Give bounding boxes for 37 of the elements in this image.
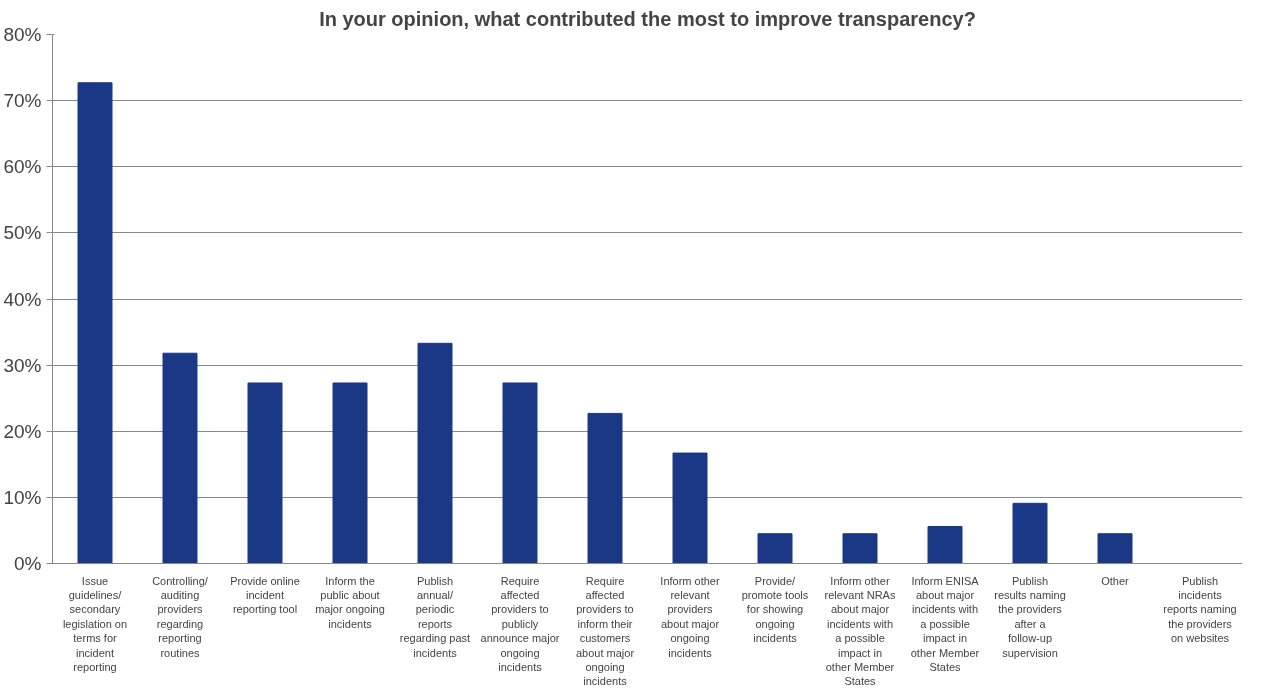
x-tick-label: Publish annual/ periodic reports regarding past incidents <box>399 574 471 659</box>
bar <box>927 525 963 564</box>
bar <box>757 533 793 564</box>
bar <box>1012 502 1048 564</box>
x-tick-label: Publish incidents reports naming the providers on websites <box>1163 574 1237 645</box>
y-tick-label: 70% <box>3 90 42 112</box>
bar <box>332 382 368 564</box>
y-tick-label: 20% <box>3 420 42 442</box>
y-tick-label: 50% <box>3 222 42 244</box>
chart-title: In your opinion, what contributed the most to improve transparency? <box>319 7 976 30</box>
bar <box>587 412 623 564</box>
x-tick-label: Inform other relevant providers about major ongoing incidents <box>660 574 720 659</box>
x-tick-label: Require affected providers to inform their customers about major ongoing incidents <box>575 574 635 688</box>
x-tick-label: Issue guidelines/ secondary legislation on terms for incident reporting <box>62 574 128 673</box>
bar <box>77 82 113 564</box>
bar <box>162 352 198 564</box>
x-tick-label: Controlling/ auditing providers regarding reporting routines <box>152 574 209 659</box>
x-tick-label: Inform ENISA about major incidents with a possible impact in other Member States <box>910 574 980 673</box>
bar <box>417 342 453 564</box>
x-tick-label: Provide online incident reporting tool <box>230 574 300 616</box>
y-tick-label: 0% <box>14 553 42 574</box>
bar <box>1097 533 1133 564</box>
x-tick-label: Other <box>1101 574 1130 587</box>
y-tick-label: 30% <box>3 354 42 376</box>
y-tick-label: 80% <box>3 24 42 45</box>
x-tick-label: Inform other relevant NRAs about major incidents with a possible impact in other Member States <box>824 574 896 688</box>
bar <box>842 533 878 564</box>
bar <box>247 382 283 564</box>
x-tick-label: Inform the public about major ongoing incidents <box>315 574 385 630</box>
y-tick-label: 10% <box>3 486 42 508</box>
x-tick-label: Publish results naming the providers after a follow-up supervision <box>994 574 1066 659</box>
x-tick-label: Require affected providers to publicly announce major ongoing incidents <box>480 574 560 673</box>
y-tick-label: 40% <box>3 288 42 310</box>
bar <box>502 382 538 564</box>
x-tick-label: Provide/ promote tools for showing ongoing incidents <box>741 574 809 645</box>
bar <box>672 452 708 564</box>
y-tick-label: 60% <box>3 156 42 178</box>
